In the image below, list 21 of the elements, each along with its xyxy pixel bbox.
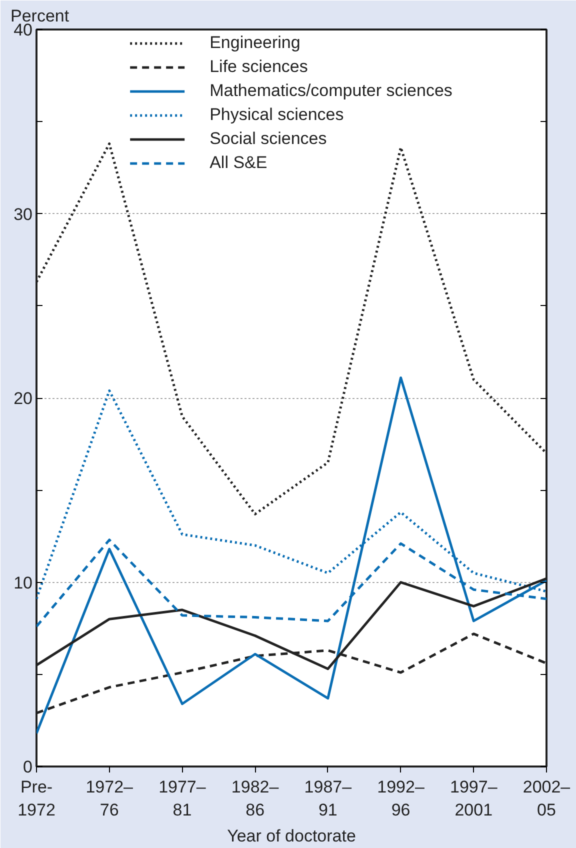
x-axis-title: Year of doctorate xyxy=(227,826,356,846)
x-tick-label: 2002– 05 xyxy=(522,778,571,820)
line-series xyxy=(36,376,546,735)
x-tick-label: 1987– 91 xyxy=(304,778,352,820)
legend-label: All S&E xyxy=(210,153,268,173)
x-tick-label: Pre- 1972 xyxy=(18,778,56,820)
y-tick-label: 30 xyxy=(14,204,33,224)
y-tick-label: 10 xyxy=(14,573,33,592)
y-tick-label: 20 xyxy=(14,389,33,408)
x-tick-label: 1972– 76 xyxy=(86,778,134,820)
y-tick-label: 0 xyxy=(23,758,33,776)
legend-label: Physical sciences xyxy=(210,105,344,125)
x-tick-label: 1997– 2001 xyxy=(450,778,498,820)
x-tick-label: 1982– 86 xyxy=(231,778,280,820)
legend-label: Life sciences xyxy=(210,57,308,77)
legend-label: Social sciences xyxy=(210,129,327,149)
x-tick-label: 1992– 96 xyxy=(377,778,425,820)
y-tick-label: 40 xyxy=(14,20,33,40)
legend-label: Engineering xyxy=(210,33,300,53)
legend-label: Mathematics/computer sciences xyxy=(210,81,452,101)
x-tick-label: 1977– 81 xyxy=(158,778,206,820)
